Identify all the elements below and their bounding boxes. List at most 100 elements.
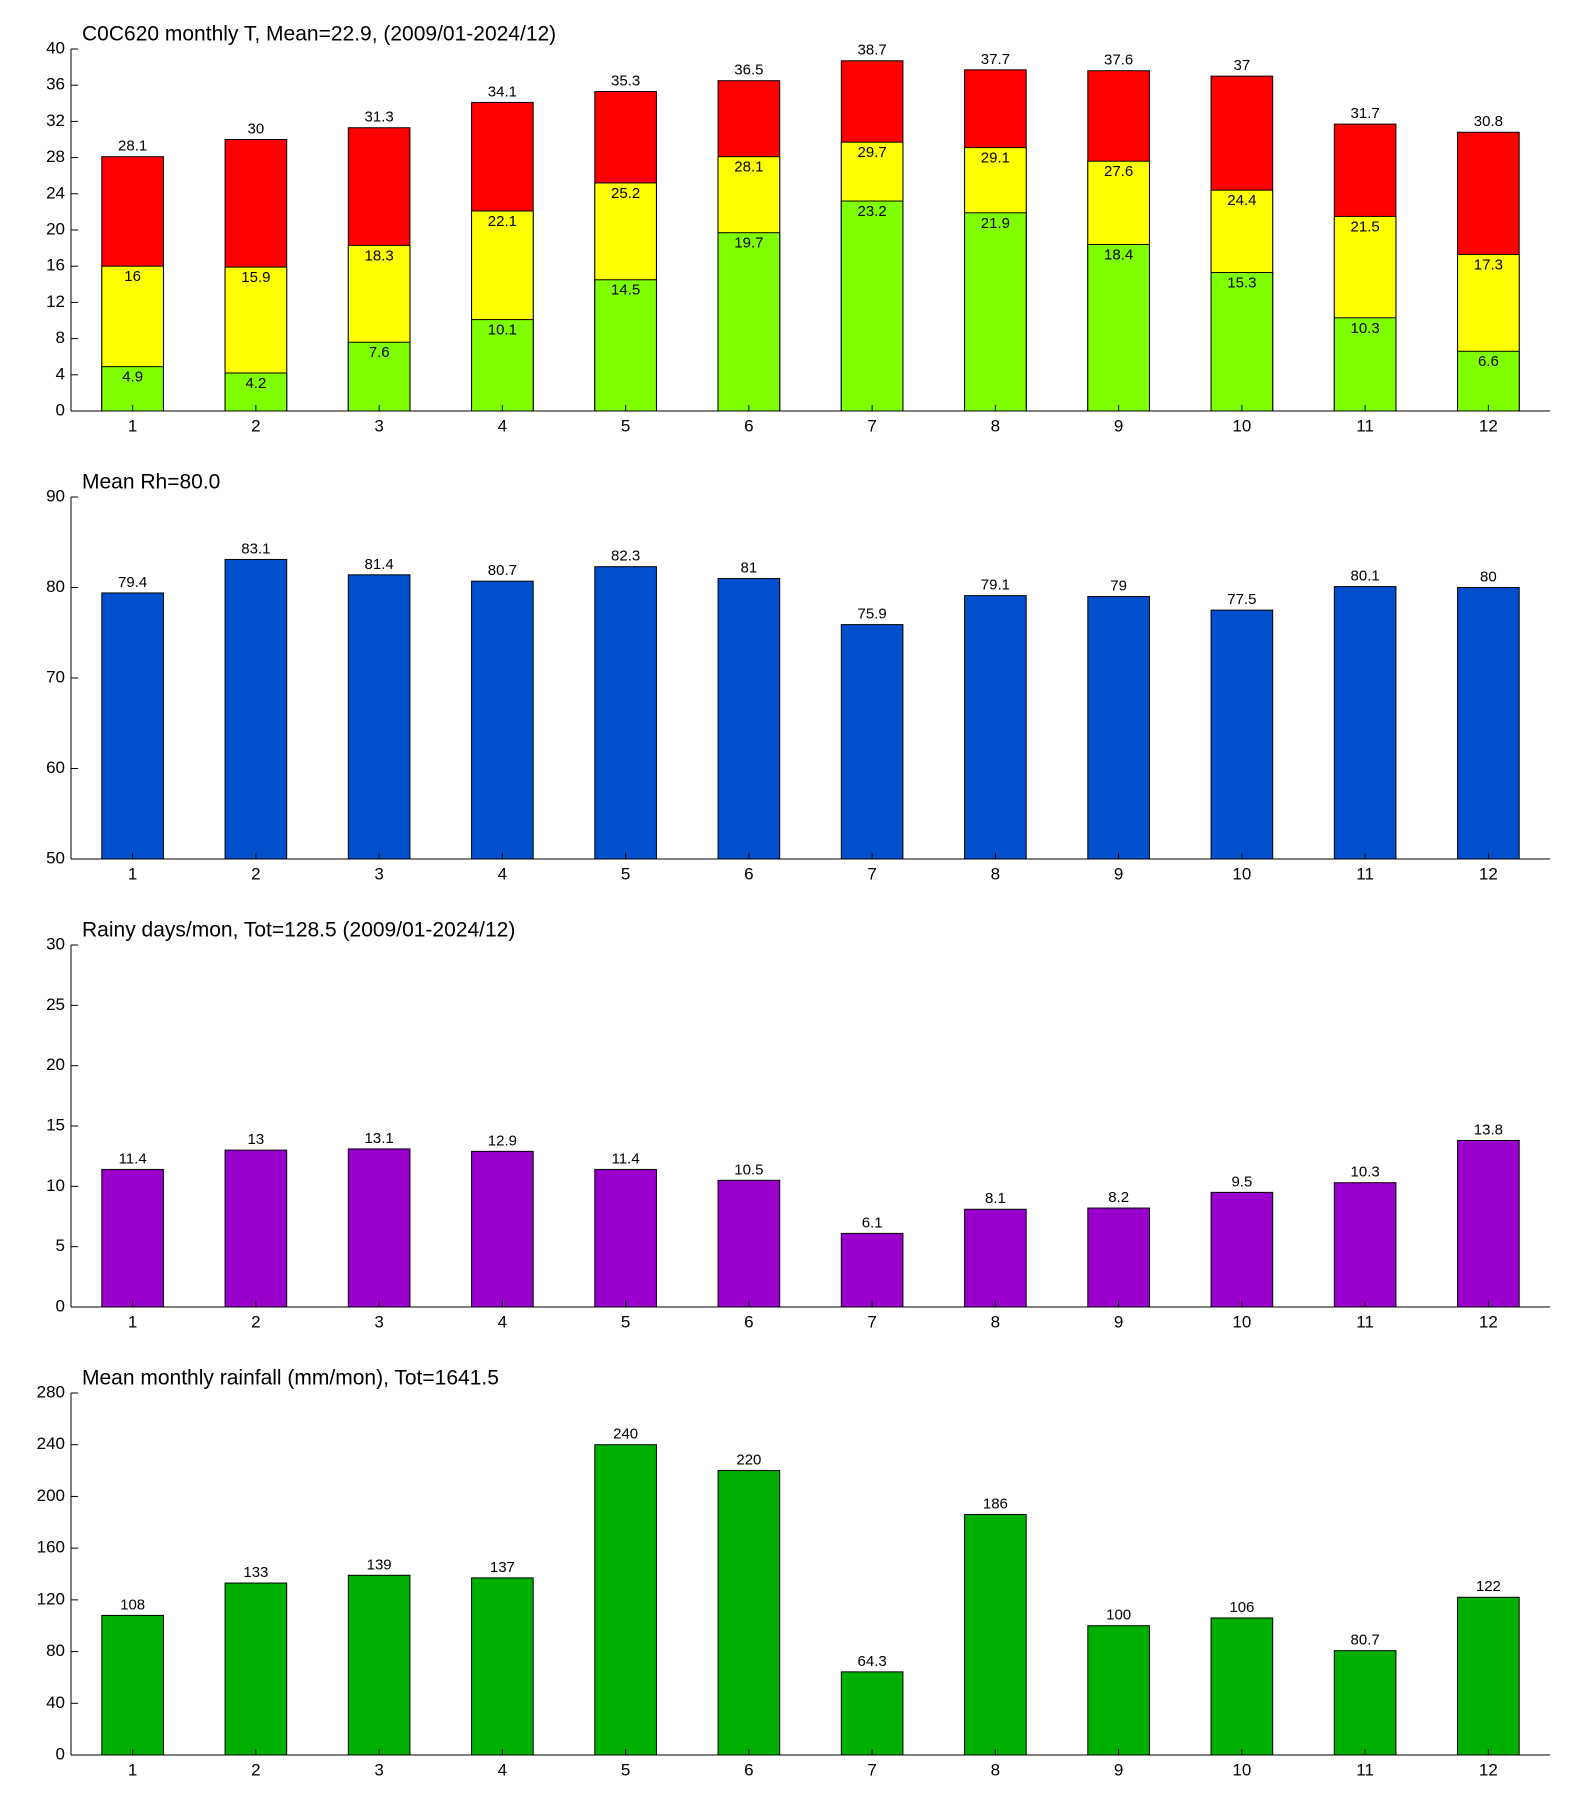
x-tick-label: 8 xyxy=(991,1312,1000,1331)
bar xyxy=(594,279,657,412)
bar xyxy=(471,580,534,860)
value-label: 220 xyxy=(736,1452,761,1469)
x-tick-label: 9 xyxy=(1114,1312,1123,1331)
x-tick-label: 12 xyxy=(1479,1312,1498,1331)
value-label: 37.7 xyxy=(981,51,1010,68)
value-label: 25.2 xyxy=(611,185,640,202)
value-label: 24.4 xyxy=(1227,192,1256,209)
value-label: 106 xyxy=(1229,1599,1254,1616)
value-label: 9.5 xyxy=(1231,1173,1252,1190)
value-label: 240 xyxy=(613,1426,638,1443)
x-tick-label: 6 xyxy=(744,1760,753,1779)
value-label: 18.3 xyxy=(365,247,394,264)
x-tick-label: 4 xyxy=(498,1312,507,1331)
bar xyxy=(224,1582,288,1756)
bar xyxy=(594,1444,657,1756)
x-tick-label: 8 xyxy=(991,864,1000,883)
x-tick-label: 10 xyxy=(1232,1312,1251,1331)
value-label: 28.1 xyxy=(734,159,763,176)
value-label: 12.9 xyxy=(488,1132,517,1149)
y-tick-label: 0 xyxy=(56,1744,65,1763)
bar xyxy=(717,1470,781,1756)
y-tick-label: 8 xyxy=(56,328,65,347)
bar xyxy=(840,200,904,412)
value-label: 11.4 xyxy=(612,1150,640,1167)
value-label: 82.3 xyxy=(611,548,640,565)
y-tick-label: 80 xyxy=(46,577,65,596)
x-tick-label: 12 xyxy=(1479,864,1498,883)
value-label: 11.4 xyxy=(119,1150,147,1167)
x-tick-label: 5 xyxy=(621,1312,630,1331)
value-label: 77.5 xyxy=(1227,591,1256,608)
bar xyxy=(840,624,904,860)
bar xyxy=(1087,596,1150,860)
value-label: 79 xyxy=(1110,578,1127,595)
value-label: 37 xyxy=(1234,57,1251,74)
x-tick-label: 12 xyxy=(1479,1760,1498,1779)
value-label: 6.1 xyxy=(862,1214,883,1231)
bar xyxy=(224,1149,288,1308)
x-tick-label: 7 xyxy=(867,416,876,435)
value-label: 10.3 xyxy=(1351,320,1380,337)
value-label: 10.3 xyxy=(1351,1164,1380,1181)
value-label: 36.5 xyxy=(734,62,763,79)
value-label: 8.2 xyxy=(1108,1189,1129,1206)
y-tick-label: 20 xyxy=(46,1055,65,1074)
value-label: 80.7 xyxy=(488,562,517,579)
y-tick-label: 30 xyxy=(46,934,65,953)
value-label: 16 xyxy=(124,268,141,285)
value-label: 29.1 xyxy=(981,150,1010,167)
value-label: 30.8 xyxy=(1474,113,1503,130)
bar xyxy=(1210,1191,1274,1308)
bar xyxy=(347,574,411,860)
value-label: 17.3 xyxy=(1474,256,1503,273)
chart-title: Mean monthly rainfall (mm/mon), Tot=1641… xyxy=(82,1367,499,1390)
chart-title: C0C620 monthly T, Mean=22.9, (2009/01-20… xyxy=(82,23,556,46)
bar xyxy=(717,1179,781,1308)
x-tick-label: 3 xyxy=(374,1312,383,1331)
bar xyxy=(347,341,411,412)
y-tick-label: 32 xyxy=(46,111,65,130)
value-label: 4.9 xyxy=(122,369,143,386)
bar xyxy=(717,232,781,412)
x-tick-label: 7 xyxy=(867,1312,876,1331)
value-label: 21.9 xyxy=(981,215,1010,232)
value-label: 75.9 xyxy=(858,606,887,623)
x-tick-label: 4 xyxy=(498,1760,507,1779)
bar xyxy=(964,595,1027,860)
bar xyxy=(1333,586,1397,860)
bar xyxy=(964,1514,1027,1756)
value-label: 79.1 xyxy=(981,577,1010,594)
value-label: 19.7 xyxy=(734,235,763,252)
value-label: 100 xyxy=(1106,1607,1131,1624)
x-tick-label: 1 xyxy=(128,1312,137,1331)
x-tick-label: 8 xyxy=(991,416,1000,435)
bar xyxy=(471,319,534,412)
value-label: 34.1 xyxy=(488,83,517,100)
y-tick-label: 60 xyxy=(46,758,65,777)
value-label: 10.1 xyxy=(488,322,517,339)
value-label: 80 xyxy=(1480,568,1497,585)
value-label: 7.6 xyxy=(369,344,390,361)
y-tick-label: 5 xyxy=(56,1236,65,1255)
y-tick-label: 120 xyxy=(37,1589,65,1608)
y-tick-label: 24 xyxy=(46,183,65,202)
value-label: 13.8 xyxy=(1474,1121,1503,1138)
value-label: 139 xyxy=(367,1556,392,1573)
x-tick-label: 5 xyxy=(621,864,630,883)
bar xyxy=(964,212,1027,412)
value-label: 186 xyxy=(983,1495,1008,1512)
value-label: 80.7 xyxy=(1351,1632,1380,1649)
bar xyxy=(471,1577,534,1756)
x-tick-label: 1 xyxy=(128,1760,137,1779)
x-tick-label: 9 xyxy=(1114,416,1123,435)
bar xyxy=(1457,1596,1520,1756)
value-label: 29.7 xyxy=(858,144,887,161)
y-tick-label: 10 xyxy=(46,1176,65,1195)
bar xyxy=(101,1168,164,1308)
x-tick-label: 12 xyxy=(1479,416,1498,435)
y-tick-label: 40 xyxy=(46,1693,65,1712)
x-tick-label: 1 xyxy=(128,416,137,435)
bar xyxy=(594,1168,657,1308)
